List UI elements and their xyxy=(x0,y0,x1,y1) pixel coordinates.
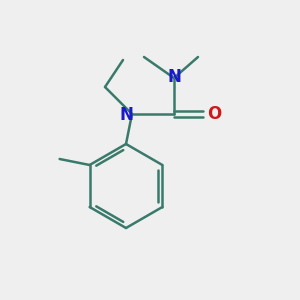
Text: N: N xyxy=(168,68,182,85)
Text: O: O xyxy=(208,105,222,123)
Text: N: N xyxy=(120,106,134,124)
